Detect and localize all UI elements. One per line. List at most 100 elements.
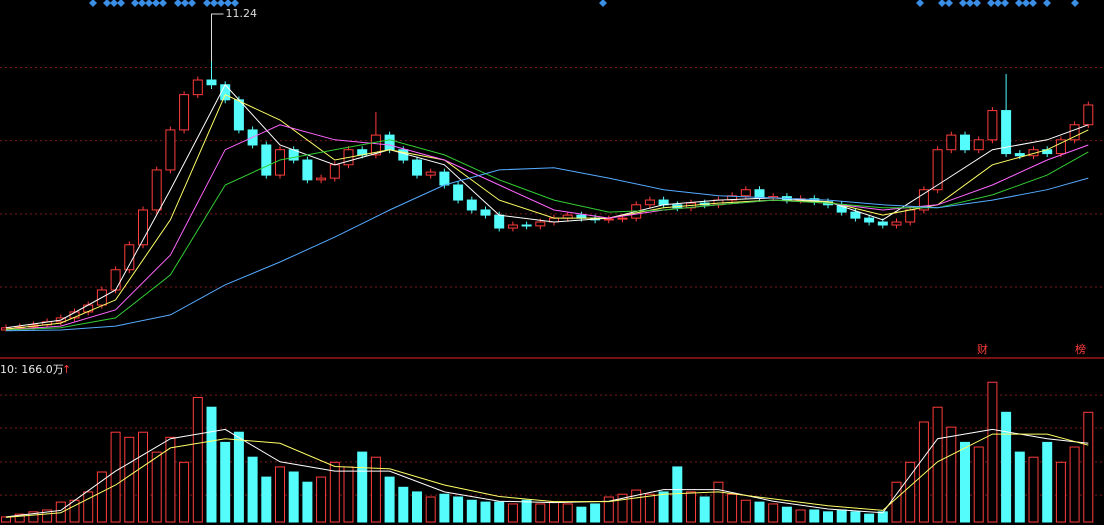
candle-body <box>754 189 765 199</box>
volume-bar <box>795 509 806 523</box>
candle-body <box>329 164 340 179</box>
info-icon <box>959 0 967 7</box>
volume-bar <box>1083 411 1094 523</box>
volume-ma-label: 10: 166.0万 <box>0 363 64 376</box>
volume-bar <box>877 511 888 523</box>
volume-bar <box>28 511 39 523</box>
candle-body <box>494 214 505 229</box>
volume-bar <box>850 511 861 523</box>
info-icon <box>203 0 211 7</box>
volume-bar <box>521 499 532 523</box>
volume-bar <box>686 491 696 523</box>
volume-bar <box>233 431 244 523</box>
event-marker[interactable]: 财 <box>977 342 988 356</box>
info-icon <box>994 0 1002 7</box>
volume-bar <box>754 501 765 523</box>
info-icon <box>966 0 974 7</box>
candle-body <box>179 94 190 131</box>
candle-body <box>384 134 395 151</box>
volume-bar <box>275 466 285 523</box>
volume-bar <box>439 493 450 523</box>
candle-body <box>151 169 162 211</box>
candle-body <box>877 221 888 226</box>
candle-body <box>918 189 929 211</box>
volume-bar <box>809 509 820 523</box>
candle-body <box>1001 110 1012 155</box>
high-pointer <box>211 13 224 62</box>
candle-body <box>932 149 943 191</box>
candle-body <box>1014 153 1025 157</box>
volume-bar <box>549 501 559 523</box>
info-icon <box>1029 0 1037 7</box>
info-icon <box>987 0 995 7</box>
volume-bar <box>781 506 792 523</box>
candle-body <box>1055 139 1066 155</box>
ma-line <box>5 167 1089 332</box>
candle-body <box>453 184 464 201</box>
volume-bar <box>55 501 66 523</box>
volume-bar <box>247 456 258 523</box>
info-icon <box>1022 0 1030 7</box>
volume-bar <box>124 436 135 523</box>
info-icon <box>174 0 182 7</box>
info-icon <box>159 0 167 7</box>
volume-bar <box>535 503 546 523</box>
volume-bar <box>83 491 94 523</box>
volume-bar <box>1069 446 1080 523</box>
candle-body <box>412 159 422 176</box>
candle-body <box>275 149 285 176</box>
candle-body <box>507 224 518 229</box>
candle-body <box>727 195 738 201</box>
volume-bar <box>138 431 148 523</box>
volume-bar <box>151 451 162 523</box>
candle-body <box>233 99 244 131</box>
volume-bar <box>891 481 902 523</box>
candle-body <box>302 159 313 181</box>
volume-bar <box>220 441 231 523</box>
volume-bar <box>617 493 628 523</box>
volume-bar <box>727 493 738 523</box>
volume-bar <box>192 396 203 523</box>
info-icon <box>152 0 160 7</box>
info-icon <box>110 0 118 7</box>
ma-line <box>5 428 1089 518</box>
volume-bar <box>603 496 614 523</box>
info-icon <box>89 0 97 7</box>
volume-bar <box>1028 456 1039 523</box>
info-icon <box>188 0 196 7</box>
candle-body <box>973 139 984 151</box>
volume-bar <box>1055 461 1066 523</box>
event-marker[interactable]: 榜 <box>1075 342 1086 356</box>
candle-body <box>192 79 203 96</box>
volume-bar <box>453 496 464 523</box>
ma-line <box>5 139 1089 331</box>
volume-bar <box>329 461 340 523</box>
info-icon <box>1015 0 1023 7</box>
candle-body <box>905 209 916 223</box>
candle-body <box>644 199 655 206</box>
volume-bar <box>206 406 217 523</box>
candle-body <box>1083 104 1094 126</box>
volume-bar <box>768 503 779 523</box>
volume-bar <box>1 516 11 523</box>
candle-body <box>439 171 450 186</box>
info-icon <box>938 0 946 7</box>
volume-bar <box>412 491 422 523</box>
volume-bar <box>96 471 107 523</box>
candle-body <box>946 134 957 151</box>
info-icon <box>210 0 218 7</box>
volume-bar <box>357 451 368 523</box>
candle-body <box>864 217 875 223</box>
volume-bar <box>590 503 601 523</box>
volume-bar <box>110 431 121 523</box>
info-icon <box>217 0 225 7</box>
volume-bar <box>370 456 381 523</box>
candle-body <box>987 110 998 141</box>
volume-bar <box>398 486 409 523</box>
volume-bar <box>316 476 327 523</box>
volume-bar <box>494 501 505 523</box>
candle-body <box>521 224 532 227</box>
candle-body <box>960 134 970 151</box>
